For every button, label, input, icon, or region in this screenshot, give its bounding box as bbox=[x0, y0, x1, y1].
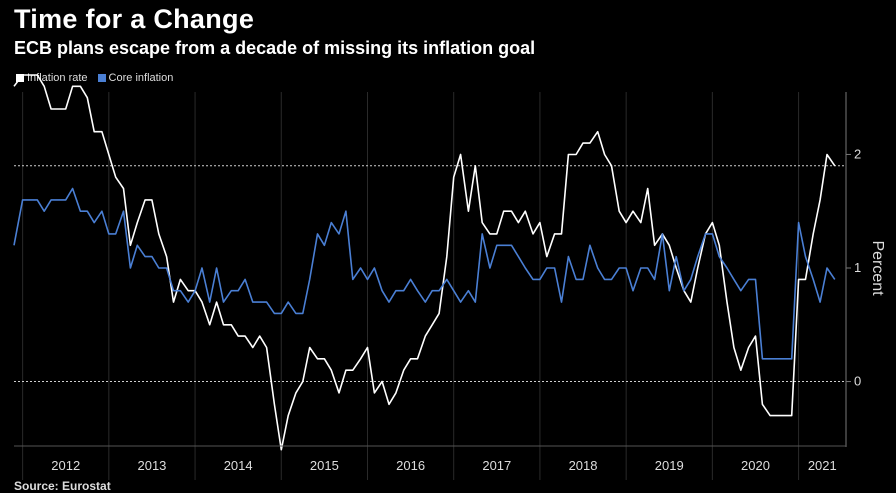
x-tick-label: 2012 bbox=[51, 458, 80, 473]
x-tick-label: 2020 bbox=[741, 458, 770, 473]
x-tick-label: 2019 bbox=[655, 458, 684, 473]
x-tick-label: 2018 bbox=[569, 458, 598, 473]
x-tick-label: 2015 bbox=[310, 458, 339, 473]
core-inflation-line bbox=[13, 187, 836, 360]
series-layer bbox=[13, 74, 836, 451]
legend-swatch-core bbox=[97, 74, 106, 82]
y-tick-label: 2 bbox=[854, 146, 861, 161]
x-tick-label: 2021 bbox=[808, 458, 837, 473]
x-tick-label: 2013 bbox=[137, 458, 166, 473]
inflation-rate-line bbox=[13, 74, 836, 451]
axis-layer: 0 1 2 2012 2013 2014 2015 2016 2017 2018 2019 2020 2… bbox=[14, 92, 861, 473]
x-tick-label: 2014 bbox=[224, 458, 253, 473]
chart-legend: Inflation rate Core inflation bbox=[16, 72, 173, 84]
legend-label-core: Core inflation bbox=[108, 72, 174, 84]
chart-title: Time for a Change bbox=[14, 4, 255, 34]
source-note: Source: Eurostat bbox=[14, 479, 111, 493]
y-tick-label: 1 bbox=[854, 260, 861, 275]
y-axis-label: Percent bbox=[869, 240, 886, 296]
legend-label-inflation: Inflation rate bbox=[27, 72, 88, 84]
x-tick-label: 2017 bbox=[482, 458, 511, 473]
legend-item-core: Core inflation bbox=[97, 72, 174, 84]
y-tick-label: 0 bbox=[854, 374, 861, 389]
chart-subtitle: ECB plans escape from a decade of missin… bbox=[14, 38, 536, 58]
grid-layer bbox=[14, 92, 846, 480]
x-tick-label: 2016 bbox=[396, 458, 425, 473]
